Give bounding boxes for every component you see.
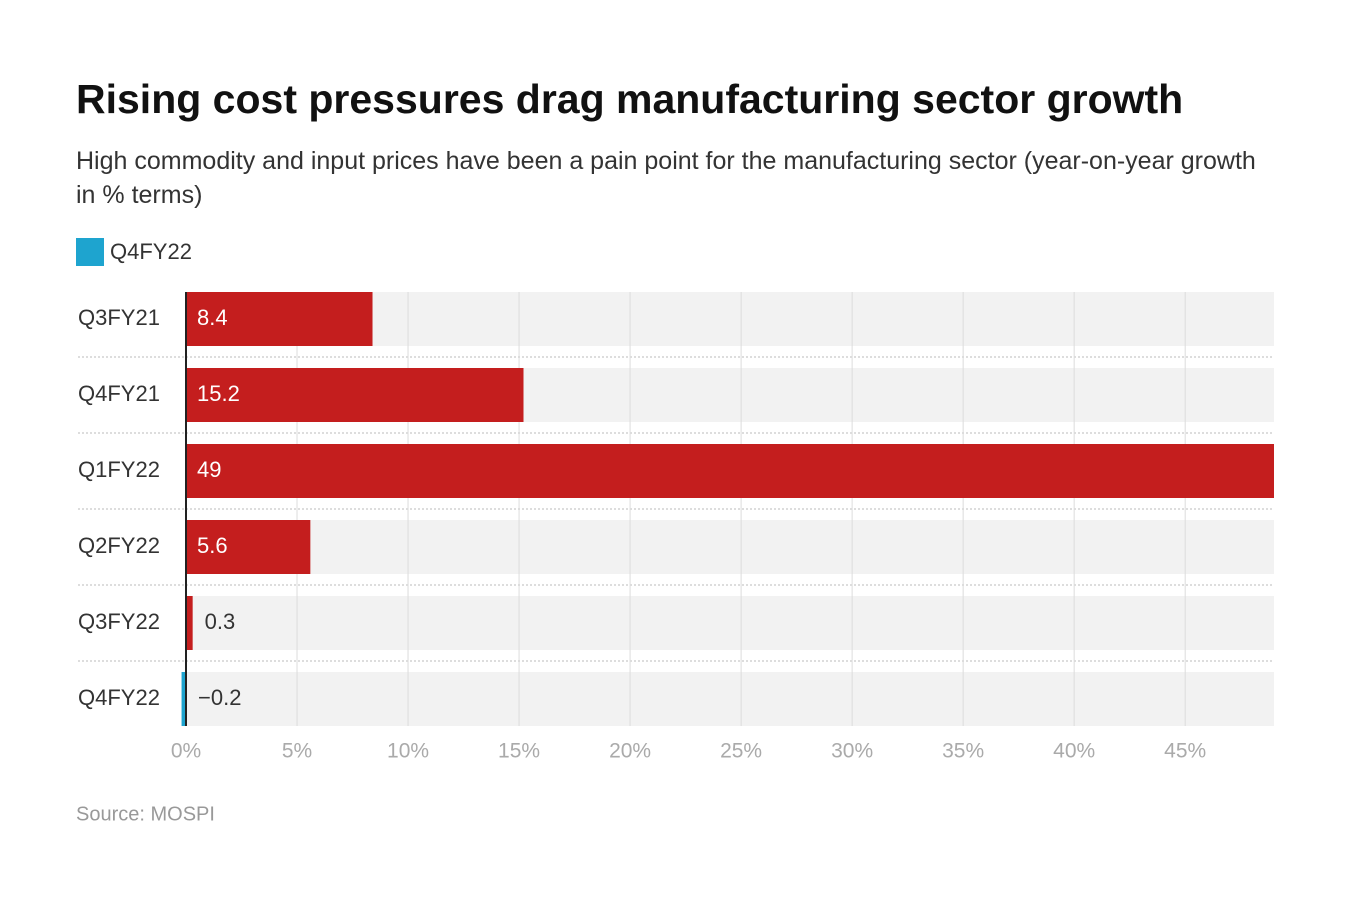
value-label: 8.4: [197, 305, 228, 330]
chart-subtitle: High commodity and input prices have bee…: [76, 147, 1256, 209]
chart-title: Rising cost pressures drag manufacturing…: [76, 76, 1183, 122]
value-label: 15.2: [197, 381, 240, 406]
value-label: 49: [197, 457, 221, 482]
value-label: −0.2: [198, 685, 241, 710]
x-tick-label: 45%: [1164, 740, 1206, 763]
value-label: 0.3: [205, 609, 236, 634]
bar: [186, 444, 1274, 498]
y-tick-label: Q3FY21: [78, 305, 160, 330]
x-tick-label: 15%: [498, 740, 540, 763]
row-background: [186, 596, 1274, 650]
legend-swatch: [76, 238, 104, 266]
value-label: 5.6: [197, 533, 228, 558]
y-tick-label: Q3FY22: [78, 609, 160, 634]
y-tick-label: Q4FY22: [78, 685, 160, 710]
x-tick-label: 10%: [387, 740, 429, 763]
source: Source: MOSPI: [76, 803, 215, 825]
bar: [186, 520, 311, 574]
x-tick-label: 20%: [609, 740, 651, 763]
x-tick-label: 30%: [831, 740, 873, 763]
bar: [186, 292, 373, 346]
row-background: [186, 520, 1274, 574]
legend-label: Q4FY22: [110, 239, 192, 264]
row-background: [186, 672, 1274, 726]
y-tick-label: Q4FY21: [78, 381, 160, 406]
x-tick-label: 25%: [720, 740, 762, 763]
y-tick-label: Q1FY22: [78, 457, 160, 482]
y-tick-label: Q2FY22: [78, 533, 160, 558]
x-tick-label: 35%: [942, 740, 984, 763]
x-tick-label: 40%: [1053, 740, 1095, 763]
x-tick-label: 0%: [171, 740, 201, 763]
bar: [181, 672, 186, 726]
x-tick-label: 5%: [282, 740, 312, 763]
bar: [186, 368, 524, 422]
bar: [186, 596, 193, 650]
